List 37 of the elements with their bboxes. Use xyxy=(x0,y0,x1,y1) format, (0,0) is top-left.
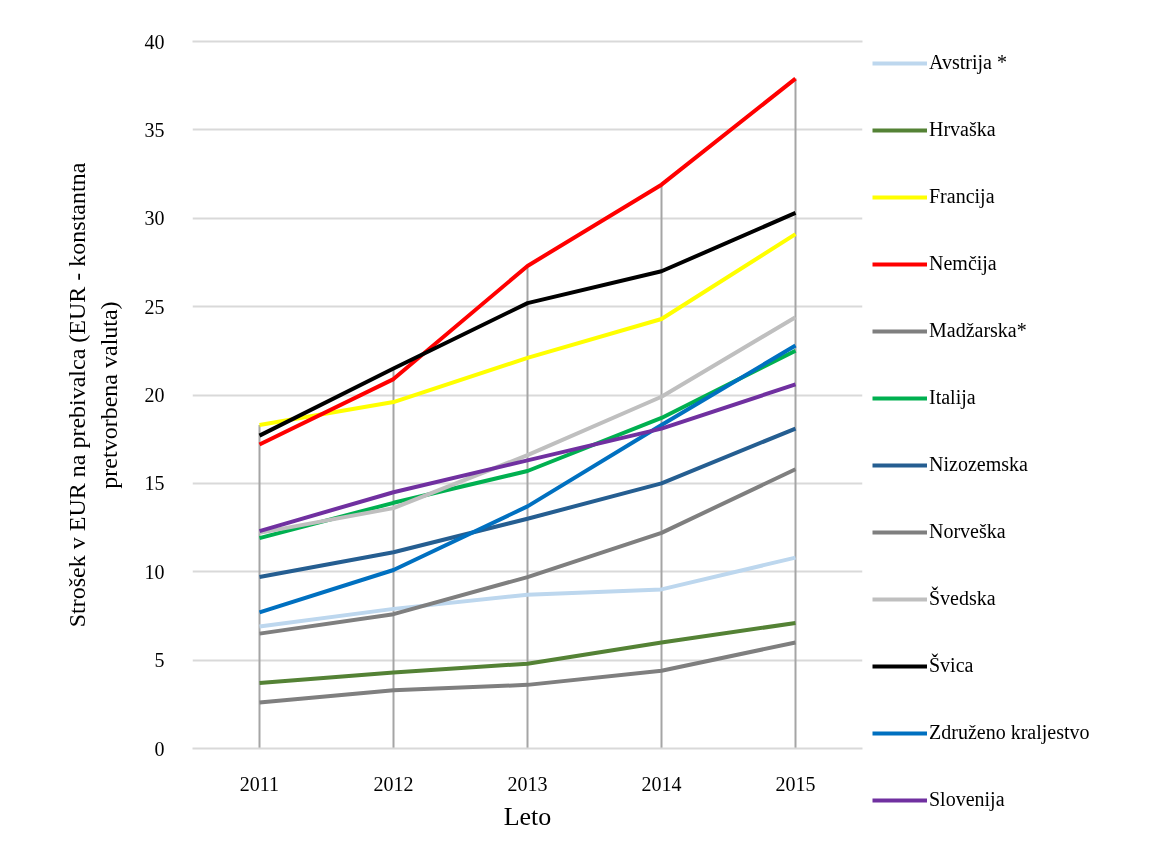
y-tick-label: 5 xyxy=(154,649,165,672)
line-series xyxy=(257,621,798,686)
x-axis-title: Leto xyxy=(503,801,552,831)
legend-label: Združeno kraljestvo xyxy=(929,721,1090,744)
x-tick-label: 2012 xyxy=(373,772,414,795)
legend-label: Švica xyxy=(929,654,974,677)
y-tick-label: 40 xyxy=(144,30,165,53)
y-tick-label: 0 xyxy=(154,737,165,760)
legend-label: Nemčija xyxy=(929,252,997,275)
line-series xyxy=(257,640,798,705)
legend-label: Italija xyxy=(929,386,976,409)
y-tick-label: 20 xyxy=(144,384,165,406)
legend-label: Hrvaška xyxy=(929,118,996,141)
y-tick-label: 30 xyxy=(144,207,165,230)
legend-label: Nizozemska xyxy=(929,453,1028,476)
legend-label: Francija xyxy=(929,185,995,208)
line-series xyxy=(257,426,798,580)
y-tick-label: 25 xyxy=(144,295,165,318)
legend-label: Švedska xyxy=(929,587,996,610)
line-series xyxy=(257,76,798,447)
y-tick-label: 15 xyxy=(144,472,165,495)
legend-label: Norveška xyxy=(929,520,1006,543)
legend-label: Avstrija * xyxy=(929,51,1007,74)
y-axis-title: Strošek v EUR na prebivalca (EUR - konstantna pretvorbena valuta) xyxy=(64,162,122,628)
y-tick-label: 35 xyxy=(144,118,165,141)
x-tick-label: 2013 xyxy=(507,772,548,795)
legend-label: Slovenija xyxy=(929,788,1005,811)
legend-label: Madžarska* xyxy=(929,319,1027,342)
line-series xyxy=(257,315,798,535)
line-series xyxy=(257,555,798,629)
line-series xyxy=(257,467,798,636)
line-series xyxy=(257,382,798,534)
line-series xyxy=(257,343,798,615)
x-tick-label: 2015 xyxy=(775,772,816,795)
x-tick-label: 2014 xyxy=(641,772,682,795)
y-tick-label: 10 xyxy=(144,560,165,583)
x-tick-label: 2011 xyxy=(239,772,280,795)
